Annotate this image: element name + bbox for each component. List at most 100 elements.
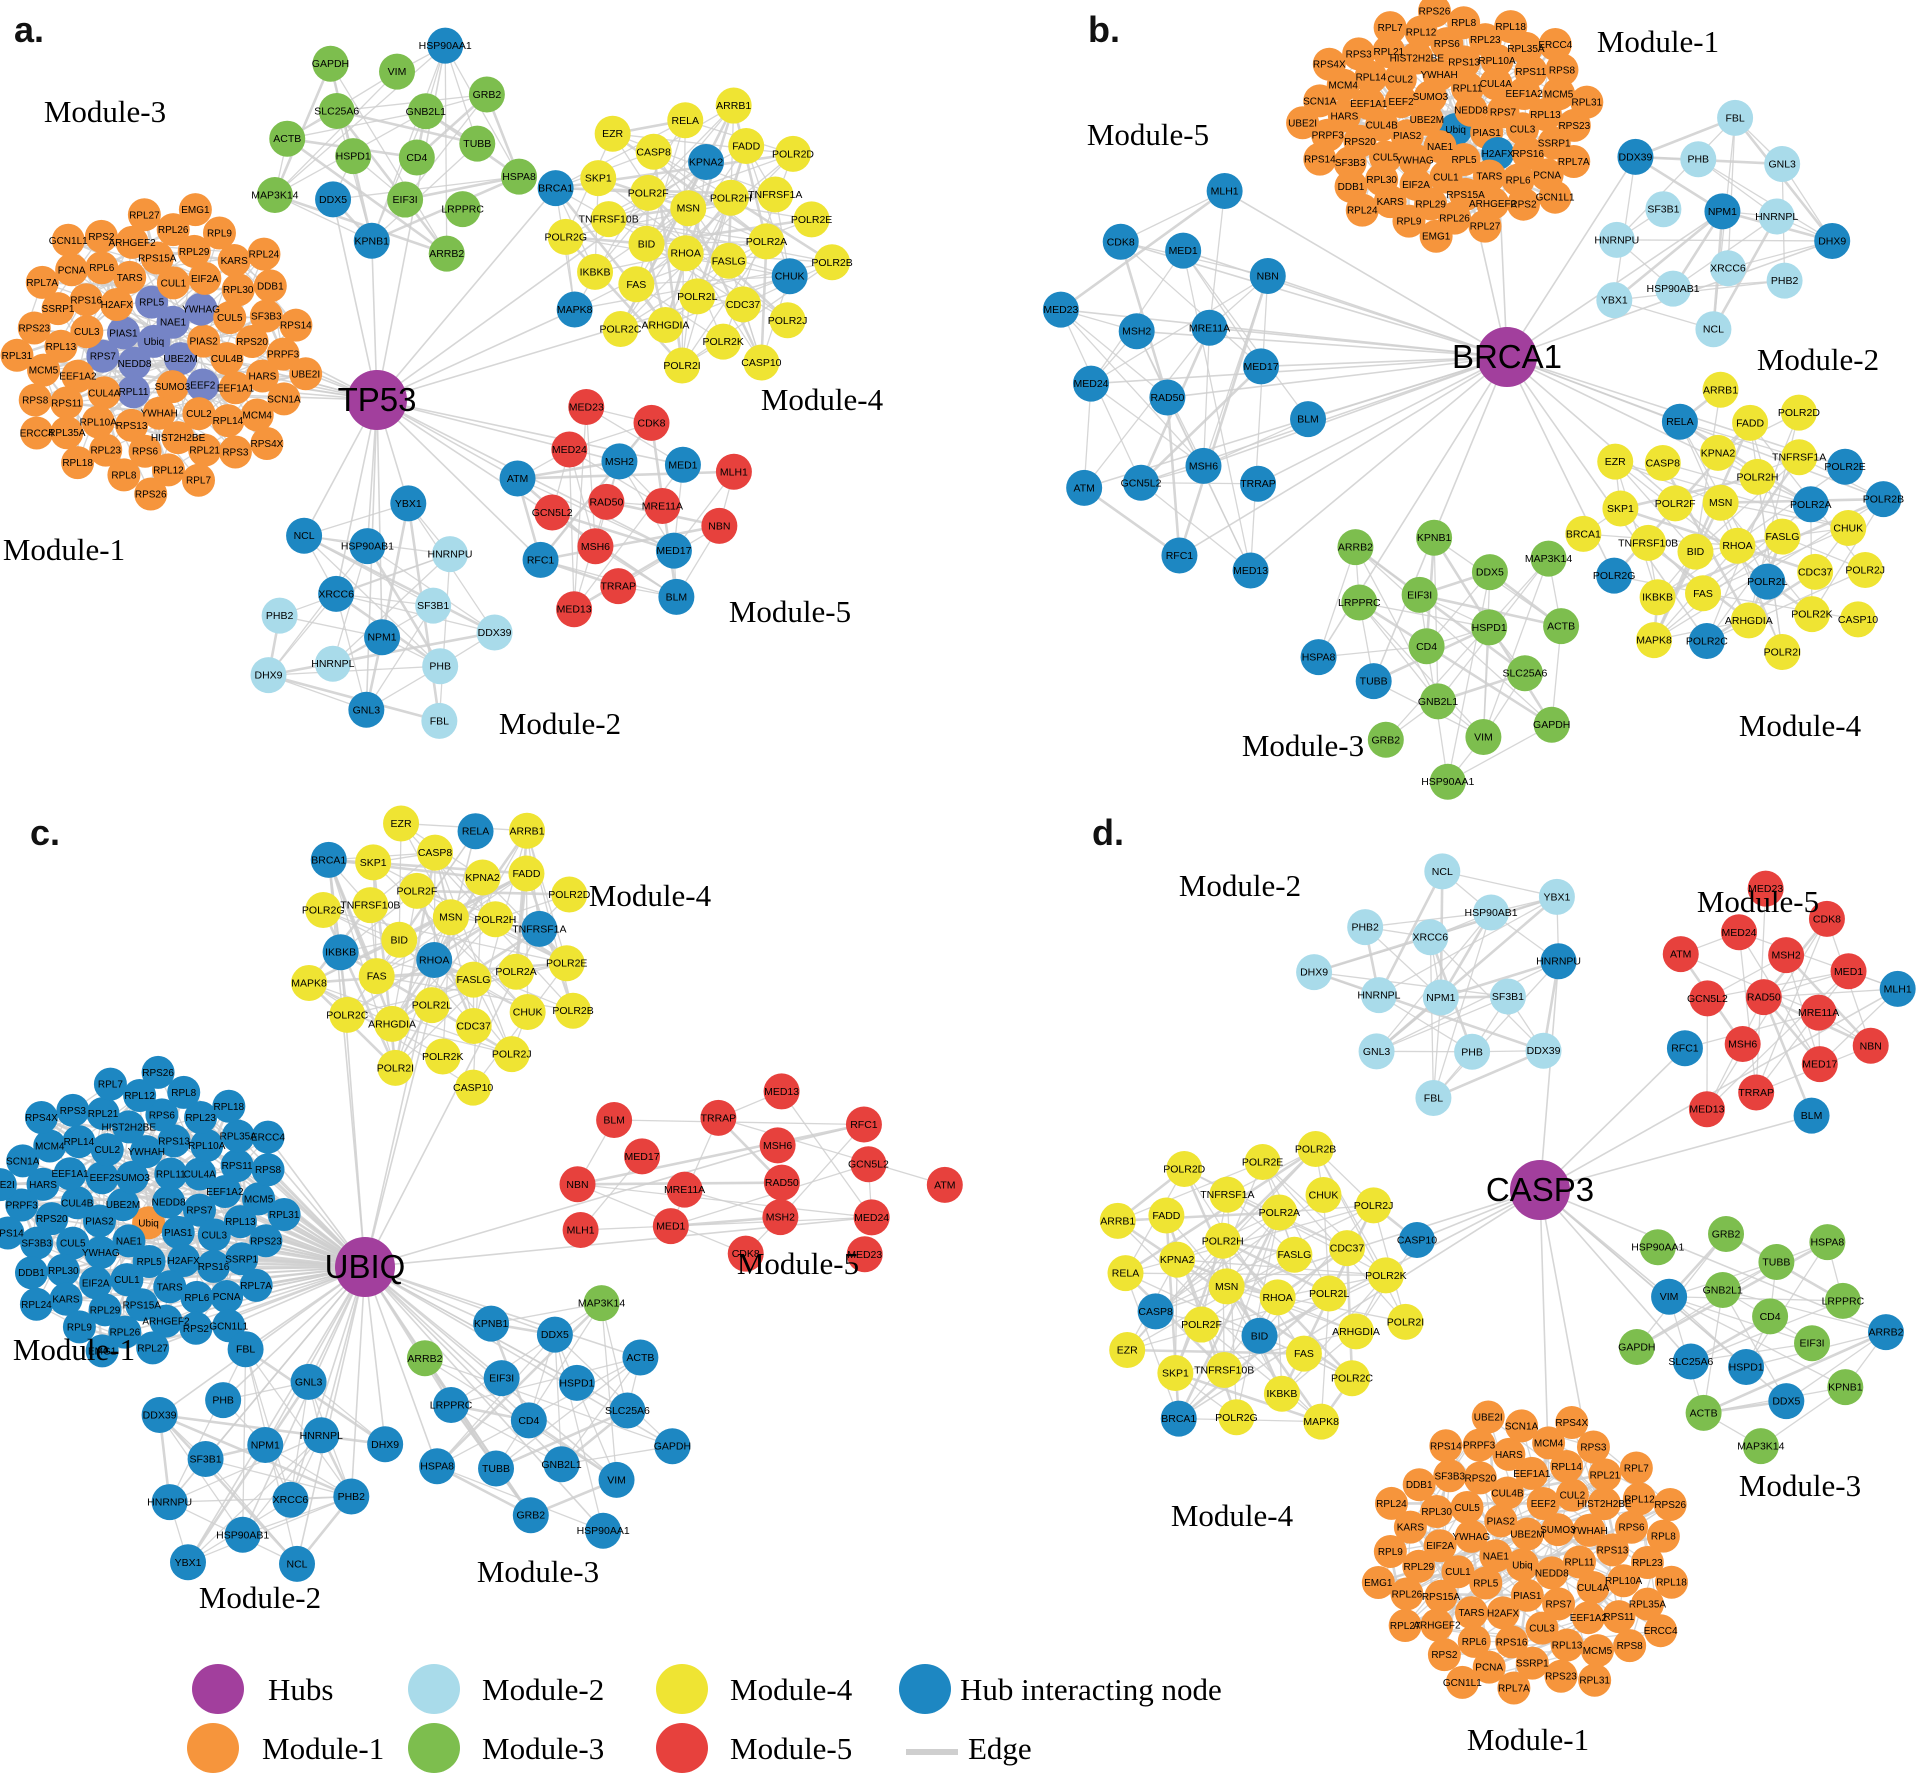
legend-swatch-module-5 — [656, 1723, 708, 1773]
gene-node-HSP90AB1 — [349, 528, 386, 565]
edge — [1221, 1148, 1317, 1242]
gene-node-label: BLM — [1801, 1110, 1823, 1122]
gene-node-label: EZR — [1117, 1345, 1138, 1357]
edge — [1376, 995, 1509, 1052]
gene-node-CD4 — [510, 1402, 547, 1439]
edge — [1174, 1371, 1322, 1423]
edge — [561, 1445, 673, 1465]
gene-node-label: POLR2I — [377, 1062, 414, 1074]
gene-node-TUBB — [1355, 663, 1392, 700]
gene-node-POLR2G — [305, 892, 342, 929]
gene-node-BRCA1 — [1160, 1400, 1197, 1437]
gene-node-label: PRPF3 — [6, 1200, 39, 1211]
gene-node-label: SF3B1 — [417, 600, 449, 612]
gene-node-MLH1 — [1879, 970, 1916, 1007]
gene-node-CDK8 — [633, 404, 670, 441]
gene-node-label: GCN1L1 — [1443, 1678, 1482, 1689]
gene-node-RPL13 — [223, 1205, 257, 1239]
gene-node-label: XRCC6 — [1413, 932, 1449, 944]
gene-node-LRPPRC — [444, 191, 481, 228]
gene-node-label: CD4 — [518, 1415, 539, 1427]
gene-node-GAPDH — [1618, 1328, 1655, 1365]
gene-node-label: SKP1 — [585, 173, 612, 185]
gene-node-label: H2AFX — [1482, 149, 1515, 160]
gene-node-label: RPS8 — [255, 1165, 282, 1176]
gene-node-MLH1 — [562, 1211, 599, 1248]
gene-node-label: RAD50 — [765, 1177, 799, 1189]
gene-node-label: RAD50 — [1150, 392, 1184, 404]
gene-node-RPL7A — [239, 1268, 273, 1302]
gene-node-label: ARRB1 — [716, 100, 751, 112]
gene-node-label: MED23 — [1043, 304, 1078, 316]
gene-node-label: MED13 — [1689, 1104, 1724, 1116]
panel-c-nodes: RHOA MSN FASLG BID POLR2H POLR2L POLR2F POLR2A F… — [0, 805, 963, 1615]
gene-node-label: POLR2K — [702, 336, 743, 348]
gene-node-label: MCM5 — [29, 366, 59, 377]
gene-node-POLR2C — [329, 996, 366, 1033]
gene-node-HSPD1 — [1728, 1349, 1765, 1386]
gene-node-label: RPL23 — [1470, 35, 1501, 46]
gene-node-FBL — [1415, 1079, 1452, 1116]
gene-node-label: POLR2A — [495, 966, 536, 978]
gene-node-label: SF3B3 — [1434, 1471, 1465, 1482]
gene-node-POLR2B — [1865, 481, 1902, 518]
gene-node-label: NAE1 — [160, 318, 187, 329]
gene-node-label: RPS2 — [1431, 1650, 1458, 1661]
gene-node-RPS2 — [1427, 1638, 1461, 1672]
panel-c-edges — [0, 822, 945, 1565]
gene-node-label: DHX9 — [1818, 235, 1846, 247]
gene-node-VIM — [379, 53, 416, 90]
gene-node-RPS26 — [1417, 0, 1451, 28]
gene-node-label: EIF2A — [191, 274, 219, 285]
gene-node-SF3B3 — [20, 1226, 54, 1260]
gene-node-GCN5L2 — [850, 1146, 887, 1183]
gene-node-label: EEF2 — [1389, 97, 1414, 108]
gene-node-label: SF3B1 — [1492, 991, 1524, 1003]
gene-node-MAPK8 — [291, 964, 328, 1001]
gene-node-HIST2H2BE — [112, 1110, 146, 1144]
gene-node-label: HNRNPL — [300, 1430, 343, 1442]
gene-node-label: NCL — [1432, 866, 1453, 878]
gene-node-label: Ubiq — [144, 337, 165, 348]
gene-node-NBN — [701, 507, 738, 544]
gene-node-label: RPS15A — [1422, 1592, 1461, 1603]
edge — [1668, 1296, 1813, 1344]
edge — [1090, 383, 1204, 467]
gene-node-RPS3 — [1342, 37, 1376, 71]
gene-node-label: YWHAG — [82, 1248, 120, 1259]
gene-node-label: CUL1 — [1445, 1567, 1471, 1578]
gene-node-SF3B3 — [1433, 1459, 1467, 1493]
hub-label: UBIQ — [325, 1248, 406, 1285]
gene-node-CDC37 — [1797, 553, 1834, 590]
edge — [1706, 570, 1816, 643]
gene-node-label: CASP10 — [1838, 614, 1878, 626]
gene-node-ATM — [499, 460, 536, 497]
edge — [335, 593, 495, 634]
gene-node-label: SSRP1 — [1516, 1659, 1549, 1670]
gene-node-label: SCN1A — [6, 1156, 40, 1167]
edge — [1702, 1289, 1724, 1413]
gene-node-label: HSPD1 — [1472, 622, 1507, 634]
gene-node-RPS8 — [1613, 1629, 1647, 1663]
gene-node-label: FAS — [367, 971, 387, 983]
gene-node-POLR2I — [664, 347, 701, 384]
gene-node-label: BRCA1 — [1161, 1413, 1196, 1425]
gene-node-label: TUBB — [463, 138, 491, 150]
gene-node-label: ARHGDIA — [1725, 615, 1773, 627]
legend-label: Module-3 — [482, 1731, 604, 1766]
gene-node-label: MSN — [1215, 1281, 1238, 1293]
gene-node-EEF1A2 — [208, 1175, 242, 1209]
gene-node-MAPK8 — [1636, 622, 1673, 659]
gene-node-label: MLH1 — [567, 1224, 595, 1236]
edge — [732, 105, 768, 242]
gene-node-ARHGDIA — [1337, 1313, 1374, 1350]
gene-node-BID — [1241, 1317, 1278, 1354]
gene-node-TUBB — [478, 1450, 515, 1487]
edge — [438, 554, 451, 721]
gene-node-RPL6 — [1457, 1624, 1491, 1658]
module-label-module-1: Module-1 — [1467, 1722, 1589, 1757]
gene-node-GCN1L1 — [1445, 1665, 1479, 1699]
legend: Hubs Module-2 Module-4 Hub interacting node… — [187, 1664, 1222, 1773]
gene-node-label: ACTB — [626, 1352, 654, 1364]
gene-node-RPL14 — [62, 1125, 96, 1159]
